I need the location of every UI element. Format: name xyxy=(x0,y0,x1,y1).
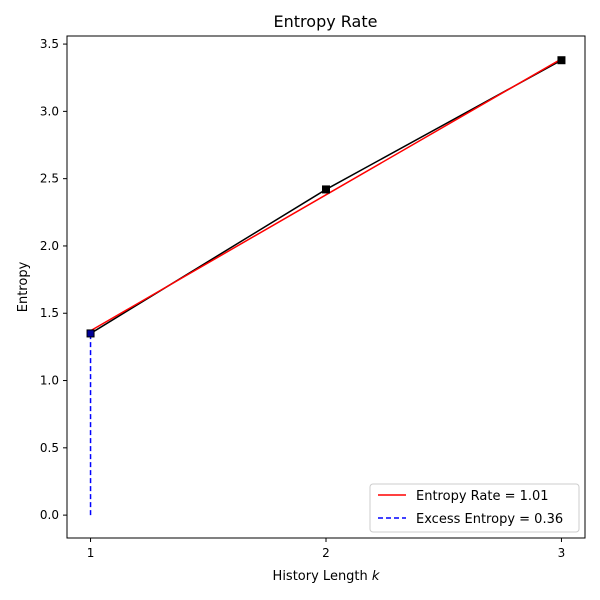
plot-frame xyxy=(66,35,586,539)
chart-title: Entropy Rate xyxy=(274,12,378,31)
x-tick-label: 1 xyxy=(87,546,95,560)
x-axis-label-prefix: History Length xyxy=(273,569,372,584)
y-tick-label: 1.5 xyxy=(40,306,59,320)
series-layer xyxy=(86,56,566,516)
y-tick-label: 0.5 xyxy=(40,441,59,455)
legend-box xyxy=(369,483,580,533)
entropy-rate-line xyxy=(90,58,562,332)
x-axis-label-variable: k xyxy=(372,569,380,584)
legend-label-entropy-rate: Entropy Rate = 1.01 xyxy=(416,489,549,504)
x-tick-label: 3 xyxy=(558,546,566,560)
y-tick-label: 3.0 xyxy=(40,104,59,118)
legend: Entropy Rate = 1.01 Excess Entropy = 0.3… xyxy=(369,483,580,533)
y-axis-label: Entropy xyxy=(16,261,31,312)
excess-entropy-marker xyxy=(87,330,94,337)
x-axis: 1 2 3 xyxy=(87,538,566,560)
block-entropy-point xyxy=(322,185,330,194)
x-tick-label: 2 xyxy=(322,546,330,560)
y-tick-label: 1.0 xyxy=(40,374,59,388)
y-axis: 0.0 0.5 1.0 1.5 2.0 2.5 3.0 3.5 xyxy=(40,37,67,522)
y-tick-label: 2.5 xyxy=(40,172,59,186)
block-entropy-point xyxy=(557,56,566,65)
legend-label-excess-entropy: Excess Entropy = 0.36 xyxy=(416,512,563,527)
y-tick-label: 2.0 xyxy=(40,239,59,253)
plot-area xyxy=(66,35,586,539)
y-tick-label: 3.5 xyxy=(40,37,59,51)
x-axis-label: History Length k xyxy=(273,569,380,584)
block-entropy-line xyxy=(90,59,562,335)
y-tick-label: 0.0 xyxy=(40,508,59,522)
